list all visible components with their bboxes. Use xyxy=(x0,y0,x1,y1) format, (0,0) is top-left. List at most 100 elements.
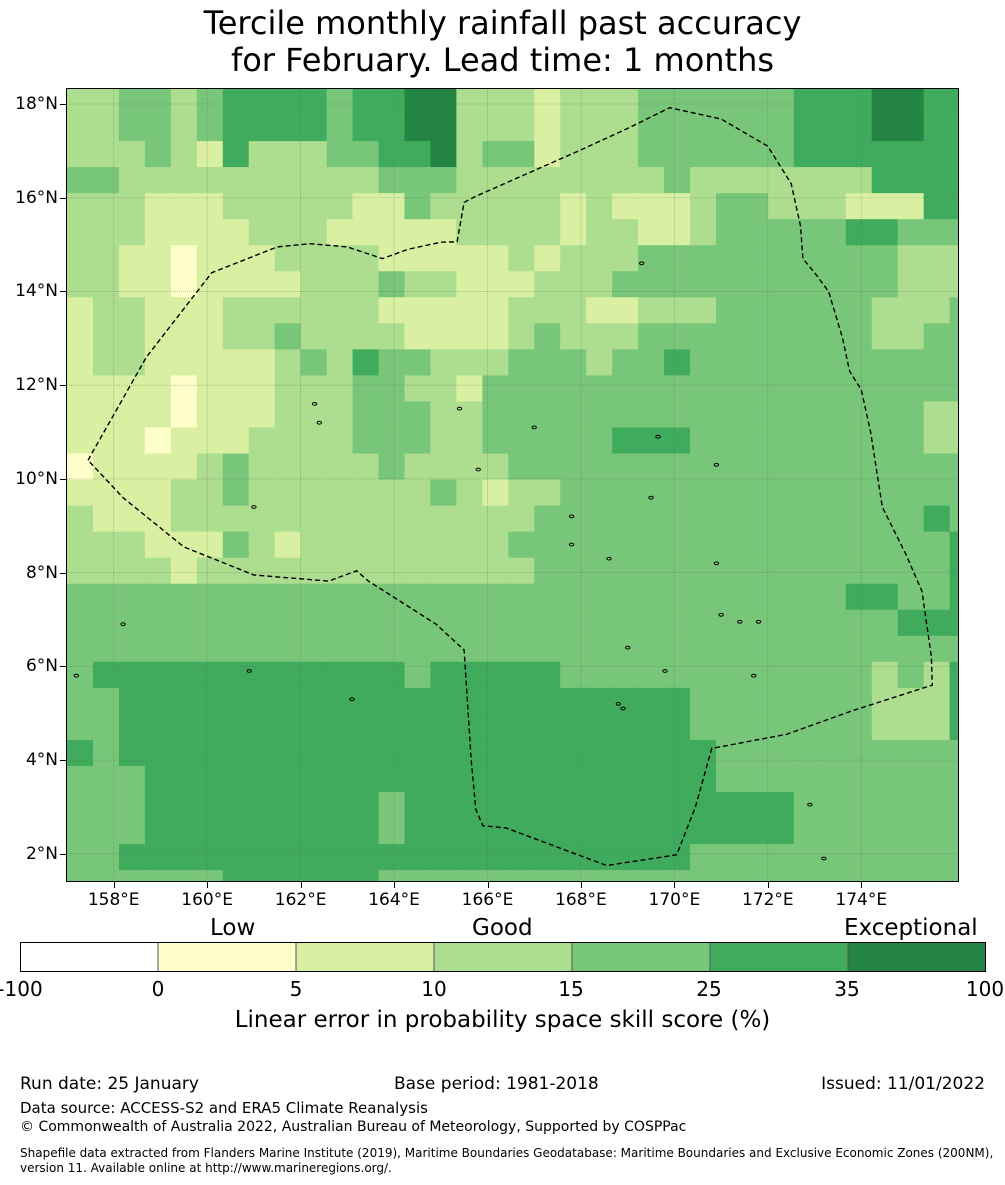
skill-cell xyxy=(248,271,276,298)
skill-cell xyxy=(378,739,406,767)
skill-cell xyxy=(196,870,224,881)
skill-cell xyxy=(845,687,873,715)
skill-cell xyxy=(144,193,172,220)
skill-cell xyxy=(586,271,613,298)
island-outline xyxy=(807,802,813,807)
skill-cell xyxy=(741,323,769,350)
skill-cell xyxy=(430,687,457,715)
skill-cell xyxy=(482,583,509,611)
skill-cell xyxy=(430,141,457,168)
skill-cell xyxy=(92,349,120,377)
island-outline xyxy=(456,406,463,411)
skill-cell xyxy=(508,609,535,637)
skill-cell xyxy=(430,661,457,689)
skill-cell xyxy=(664,375,691,403)
skill-cell xyxy=(196,609,224,637)
skill-cell xyxy=(326,635,354,663)
skill-cell xyxy=(274,661,302,689)
run-date: Run date: 25 January xyxy=(20,1074,199,1094)
skill-cell xyxy=(638,870,665,881)
skill-cell xyxy=(897,479,925,507)
skill-cell xyxy=(664,323,691,350)
skill-cell xyxy=(715,89,743,116)
skill-cell xyxy=(741,687,769,715)
skill-cell xyxy=(845,375,873,403)
skill-cell xyxy=(248,297,276,324)
skill-cell xyxy=(586,505,613,533)
skill-cell xyxy=(793,375,821,403)
island-outline xyxy=(349,697,355,702)
skill-cell xyxy=(300,609,328,637)
skill-cell xyxy=(482,765,509,793)
skill-cell xyxy=(196,818,224,845)
skill-cell xyxy=(404,349,432,377)
skill-cell xyxy=(690,583,717,611)
skill-cell xyxy=(67,271,94,298)
skill-cell xyxy=(326,219,354,246)
skill-cell xyxy=(222,375,250,403)
skill-cell xyxy=(222,427,250,455)
skill-cell xyxy=(92,687,120,715)
skill-cell xyxy=(92,557,120,585)
map-title-line1: Tercile monthly rainfall past accuracy xyxy=(203,4,802,42)
skill-cell xyxy=(196,323,224,350)
skill-cell xyxy=(767,661,795,689)
eez-boundary xyxy=(87,106,934,867)
skill-cell xyxy=(378,453,406,481)
skill-cell xyxy=(508,557,535,585)
skill-cell xyxy=(949,531,958,559)
skill-cell xyxy=(612,141,639,168)
skill-cell xyxy=(741,661,769,689)
skill-cell xyxy=(612,427,639,455)
skill-cell xyxy=(144,531,172,559)
skill-cell xyxy=(170,115,198,142)
skill-cell xyxy=(118,401,146,429)
skill-cell xyxy=(767,844,795,871)
skill-cell xyxy=(404,713,432,741)
skill-cell xyxy=(248,375,276,403)
skill-cell xyxy=(923,453,951,481)
skill-cell xyxy=(534,661,561,689)
skill-cell xyxy=(274,323,302,350)
skill-cell xyxy=(560,89,587,116)
skill-cell xyxy=(741,401,769,429)
skill-cell xyxy=(326,141,354,168)
skill-cell xyxy=(845,557,873,585)
skill-cell xyxy=(170,609,198,637)
skill-cell xyxy=(534,583,561,611)
colorbar-bin xyxy=(571,942,711,972)
skill-cell xyxy=(456,245,483,272)
skill-cell xyxy=(404,792,432,819)
skill-cell xyxy=(144,583,172,611)
skill-cell xyxy=(767,479,795,507)
skill-cell xyxy=(560,115,587,142)
skill-cell xyxy=(897,609,925,637)
skill-cell xyxy=(326,687,354,715)
skill-cell xyxy=(248,687,276,715)
skill-cell xyxy=(923,687,951,715)
skill-cell xyxy=(456,687,483,715)
longitude-tick-label: 168°E xyxy=(555,890,607,910)
skill-cell xyxy=(793,531,821,559)
skill-cell xyxy=(560,765,587,793)
skill-cell xyxy=(326,323,354,350)
skill-cell xyxy=(715,687,743,715)
data-source: Data source: ACCESS-S2 and ERA5 Climate … xyxy=(20,1099,428,1117)
skill-cell xyxy=(690,844,717,871)
skill-cell xyxy=(845,531,873,559)
skill-cell xyxy=(793,479,821,507)
skill-cell xyxy=(170,844,198,871)
skill-cell xyxy=(144,479,172,507)
skill-cell xyxy=(560,609,587,637)
skill-cell xyxy=(326,661,354,689)
skill-cell xyxy=(300,89,328,116)
skill-cell xyxy=(664,193,691,220)
skill-cell xyxy=(871,271,899,298)
latitude-tick xyxy=(60,478,66,480)
skill-cell xyxy=(326,583,354,611)
skill-cell xyxy=(456,661,483,689)
skill-cell xyxy=(352,844,380,871)
skill-cell xyxy=(534,531,561,559)
colorbar-bin xyxy=(433,942,573,972)
skill-cell xyxy=(923,271,951,298)
